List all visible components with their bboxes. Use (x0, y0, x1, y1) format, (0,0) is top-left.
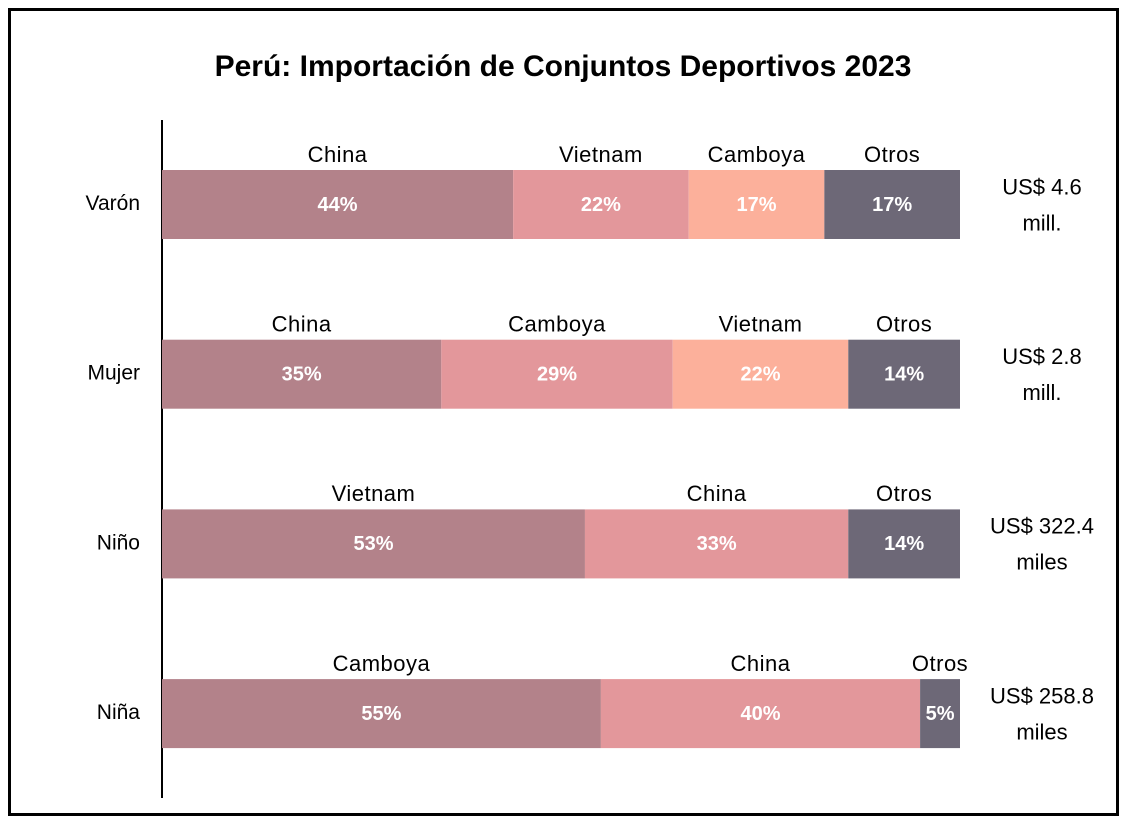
value-label: 22% (581, 194, 621, 216)
value-label: 5% (926, 703, 955, 725)
segment-name: Camboya (508, 312, 606, 337)
segment-name: Camboya (708, 142, 806, 167)
bar-segment (672, 339, 849, 409)
total-label: US$ 322.4 (990, 514, 1094, 539)
value-label: 14% (884, 533, 924, 555)
segment-name: Vietnam (559, 142, 643, 167)
segment-name: Otros (876, 481, 932, 506)
bar-segment (584, 509, 849, 579)
segment-name: Otros (876, 312, 932, 337)
total-label: mill. (1022, 380, 1061, 405)
value-label: 55% (361, 703, 401, 725)
value-label: 14% (884, 363, 924, 385)
chart-title: Perú: Importación de Conjuntos Deportivo… (215, 50, 912, 83)
bar-segment (162, 509, 585, 579)
category-label: Varón (86, 192, 140, 215)
total-label: miles (1016, 550, 1067, 575)
bar-segment (600, 679, 921, 749)
total-label: mill. (1022, 210, 1061, 235)
category-label: Mujer (87, 362, 140, 385)
bar-segment (162, 339, 442, 409)
total-label: US$ 4.6 (1002, 174, 1082, 199)
segment-name: China (731, 651, 791, 676)
bar-segment (920, 679, 960, 749)
segment-name: China (687, 481, 747, 506)
bar-segment (513, 170, 689, 239)
segment-name: China (308, 142, 368, 167)
value-label: 22% (740, 363, 780, 385)
value-label: 53% (353, 533, 393, 555)
segment-name: Camboya (333, 651, 431, 676)
bar-segment (848, 509, 960, 579)
bar-segment (848, 339, 960, 409)
segment-name: Vietnam (719, 312, 803, 337)
category-label: Niño (97, 531, 140, 554)
value-label: 33% (697, 533, 737, 555)
bar-segment (162, 679, 601, 749)
value-label: 17% (736, 194, 776, 216)
value-label: 44% (318, 194, 358, 216)
total-label: miles (1016, 719, 1067, 744)
segment-name: Otros (864, 142, 920, 167)
segment-name: Otros (912, 651, 968, 676)
bar-segment (688, 170, 825, 239)
category-label: Niña (97, 701, 141, 724)
total-label: US$ 258.8 (990, 683, 1094, 708)
bar-segment (824, 170, 960, 239)
value-label: 35% (282, 363, 322, 385)
bar-segment (162, 170, 514, 239)
segment-name: Vietnam (332, 481, 416, 506)
value-label: 40% (740, 703, 780, 725)
segment-name: China (272, 312, 332, 337)
total-label: US$ 2.8 (1002, 344, 1082, 369)
value-label: 29% (537, 363, 577, 385)
bar-segment (441, 339, 673, 409)
value-label: 17% (872, 194, 912, 216)
